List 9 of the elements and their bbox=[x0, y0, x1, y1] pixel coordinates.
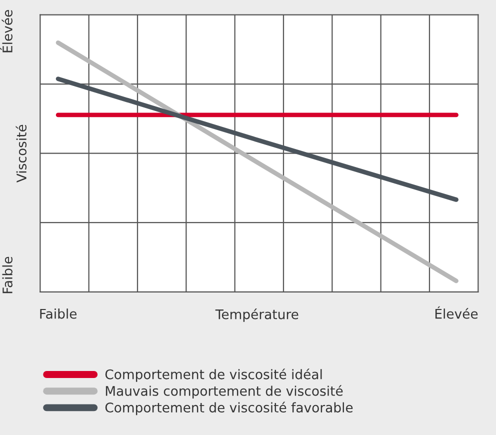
x-tick-label: Température bbox=[215, 308, 298, 322]
x-tick-label: Élevée bbox=[435, 306, 478, 319]
text: Faible bbox=[2, 256, 12, 294]
text: Élevée bbox=[0, 10, 12, 52]
y-axis-title: Viscosité bbox=[16, 124, 27, 182]
legend-label: Comportement de viscosité favorable bbox=[105, 402, 353, 416]
legend-label: Comportement de viscosité idéal bbox=[105, 368, 322, 382]
x-tick-label: Faible bbox=[40, 308, 77, 319]
legend-label: Mauvais comportement de viscosité bbox=[106, 385, 343, 398]
